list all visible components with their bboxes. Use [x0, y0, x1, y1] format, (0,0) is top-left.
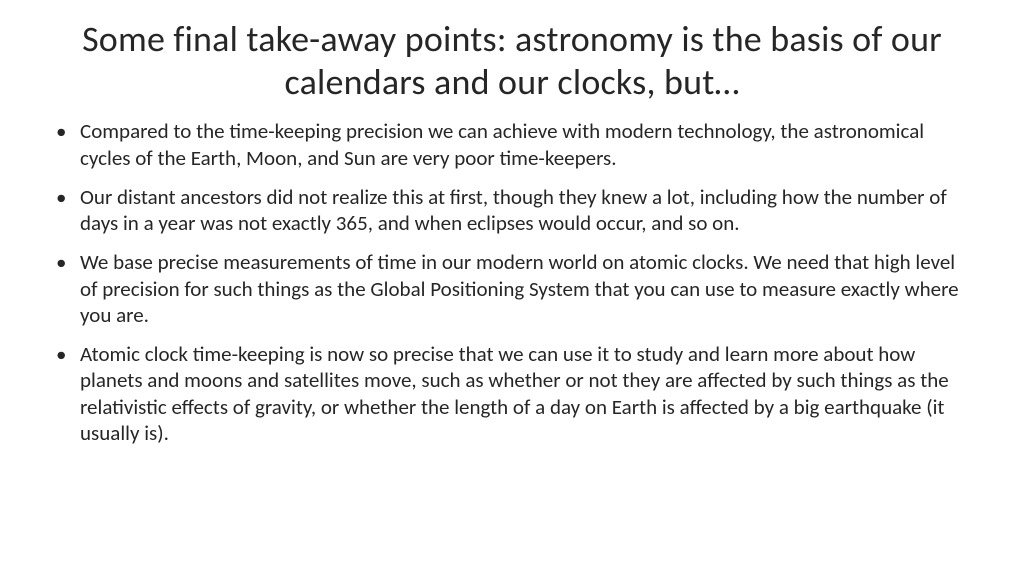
list-item: We base precise measurements of time in …	[48, 249, 976, 328]
list-item: Compared to the time-keeping precision w…	[48, 118, 976, 171]
bullet-list: Compared to the time-keeping precision w…	[48, 118, 976, 446]
list-item: Our distant ancestors did not realize th…	[48, 184, 976, 237]
slide-title: Some final take-away points: astronomy i…	[48, 18, 976, 104]
list-item: Atomic clock time-keeping is now so prec…	[48, 341, 976, 446]
